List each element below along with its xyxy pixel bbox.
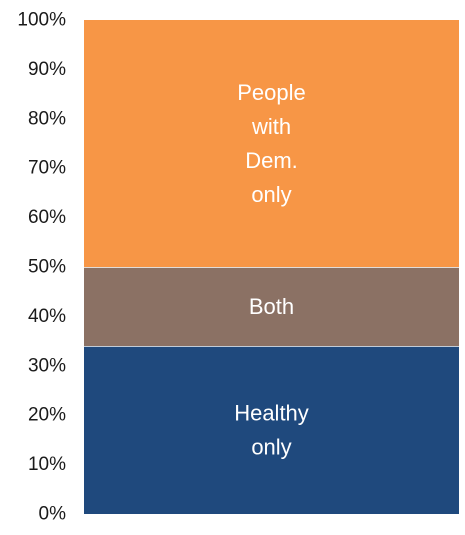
bar-segment — [84, 20, 459, 267]
y-tick-label: 10% — [28, 454, 66, 475]
segment-label-line: with — [251, 114, 291, 139]
segment-label-line: People — [237, 80, 306, 105]
segment-label: Both — [249, 294, 294, 319]
y-tick-label: 100% — [17, 10, 66, 31]
y-tick-label: 70% — [28, 158, 66, 179]
y-tick-label: 0% — [39, 504, 67, 525]
segment-label: Healthy only — [234, 401, 309, 460]
y-tick-label: 80% — [28, 108, 66, 129]
segment-label-line: Both — [249, 294, 294, 319]
y-tick-label: 50% — [28, 257, 66, 278]
segment-label-line: Healthy — [234, 401, 309, 426]
bar-segment — [84, 346, 459, 514]
y-tick-label: 30% — [28, 355, 66, 376]
bar-segment — [84, 267, 459, 347]
segment-labels: Healthy only Both People with Dem. only — [234, 80, 309, 460]
y-tick-label: 60% — [28, 207, 66, 228]
y-tick-label: 20% — [28, 405, 66, 426]
segment-label-line: Dem. — [245, 148, 298, 173]
segment-label-line: only — [251, 435, 291, 460]
y-tick-label: 90% — [28, 59, 66, 80]
y-tick-label: 40% — [28, 306, 66, 327]
segment-label-line: only — [251, 182, 291, 207]
segment-label: People with Dem. only — [237, 80, 306, 207]
y-axis: 0% 10% 20% 30% 40% 50% 60% 70% 80% 90% 100% — [17, 10, 66, 525]
bar-segments — [84, 20, 459, 514]
